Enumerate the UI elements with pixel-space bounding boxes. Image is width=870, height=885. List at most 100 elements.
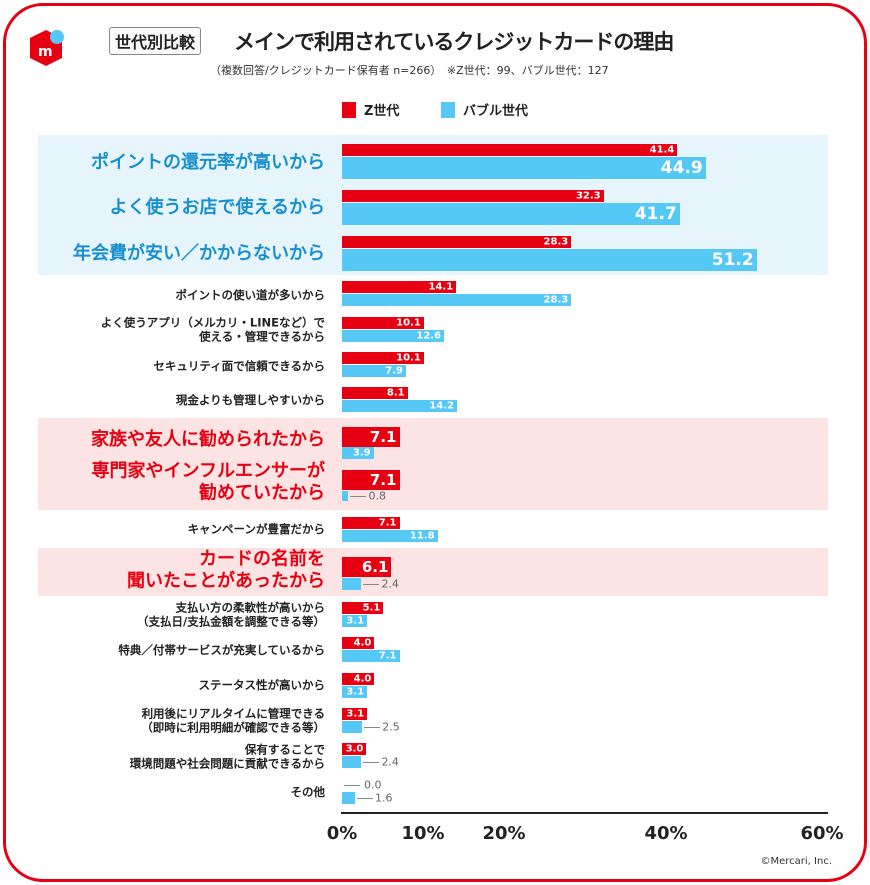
category-label: ポイントの使い道が多いから [175, 287, 326, 302]
value-label-z: 10.1 [396, 352, 421, 364]
bar-z [342, 317, 424, 329]
x-tick-label: 0% [326, 823, 358, 844]
value-label-bubble: 28.3 [543, 294, 569, 306]
bar-z [342, 190, 604, 202]
bar-z [342, 673, 375, 685]
bar-bubble [342, 447, 374, 459]
value-label-bubble: 7.1 [378, 650, 397, 662]
bar-z [342, 144, 678, 156]
bar-z [342, 236, 572, 248]
value-label-bubble: 3.1 [346, 686, 365, 698]
bar-z [342, 281, 457, 293]
category-label: その他 [290, 784, 326, 799]
copyright: ©Mercari, Inc. [760, 856, 832, 867]
value-label-z: 32.3 [575, 190, 601, 202]
legend-bubble: バブル世代 [441, 100, 528, 119]
category-label: 保有することで 環境問題や社会問題に貢献できるから [129, 742, 325, 771]
leader-line [363, 762, 380, 763]
bar-bubble [342, 157, 706, 179]
value-label-z: 4.0 [353, 637, 372, 649]
category-label: キャンペーンが豊富だから [187, 521, 325, 536]
category-label: セキュリティ面で信頼できるから [153, 358, 325, 373]
value-label-z: 41.4 [649, 144, 675, 156]
value-label-bubble: 2.5 [382, 720, 400, 734]
leader-line [364, 727, 381, 728]
value-label-z: 28.3 [543, 236, 569, 248]
category-label: 家族や友人に勧められたから [91, 429, 325, 451]
value-label-z: 0.0 [364, 778, 382, 792]
legend-z: Z世代 [342, 100, 399, 119]
value-label-z: 10.1 [396, 317, 421, 329]
value-label-bubble: 2.4 [381, 755, 399, 769]
bar-bubble [342, 756, 362, 768]
bar-bubble [342, 249, 757, 271]
bar-z [342, 637, 375, 649]
chart-title: メインで利用されているクレジットカードの理由 [234, 30, 674, 54]
legend-swatch-z [342, 101, 356, 118]
bar-z [342, 743, 367, 755]
chart-subtitle: （複数回答/クレジットカード保有者 n=266） ※Z世代：99、バブル世代：1… [210, 64, 609, 77]
category-label: よく使うアプリ（メルカリ・LINEなど）で 使える・管理できるから [100, 315, 325, 344]
category-label: 現金よりも管理しやすいから [175, 392, 325, 407]
x-tick-label: 40% [644, 823, 688, 844]
value-label-bubble: 11.8 [409, 530, 435, 542]
bar-bubble [342, 400, 458, 412]
comparison-tag: 世代別比較 [109, 27, 202, 55]
value-label-z: 7.1 [369, 471, 397, 489]
bar-z [342, 708, 368, 720]
category-label: 専門家やインフルエンサーが 勧めていたから [91, 460, 325, 503]
value-label-z: 5.1 [362, 602, 381, 614]
value-label-z: 6.1 [361, 558, 389, 576]
legend-label-z: Z世代 [364, 104, 400, 119]
legend-label-bubble: バブル世代 [463, 104, 529, 119]
leader-line [344, 785, 360, 786]
value-label-bubble: 12.6 [416, 330, 442, 342]
bar-bubble [342, 365, 406, 377]
leader-line [350, 496, 367, 497]
bar-bubble [342, 686, 368, 698]
highlight-band [38, 548, 828, 596]
category-label: 特典／付帯サービスが充実しているから [118, 642, 325, 657]
category-label: 年会費が安い／かからないから [73, 242, 325, 264]
value-label-z: 8.1 [386, 387, 405, 399]
category-label: カードの名前を 聞いたことがあったから [127, 548, 325, 591]
bar-z [342, 470, 400, 490]
bar-z [342, 557, 392, 577]
value-label-z: 7.1 [378, 517, 397, 529]
bar-z [342, 387, 408, 399]
bar-z [342, 352, 424, 364]
value-label-bubble: 44.9 [660, 158, 703, 178]
bar-bubble [342, 578, 362, 590]
bar-z [342, 427, 400, 447]
bar-z [342, 517, 400, 529]
bar-bubble [342, 203, 680, 225]
x-tick-label: 10% [401, 823, 445, 844]
x-axis-line [341, 812, 828, 814]
category-label: よく使うお店で使えるから [109, 196, 325, 218]
value-label-bubble: 1.6 [374, 791, 393, 805]
value-label-bubble: 41.7 [634, 204, 677, 224]
x-tick-label: 60% [800, 823, 844, 844]
bar-bubble [342, 721, 363, 733]
bar-bubble [342, 792, 355, 804]
leader-line [363, 584, 380, 585]
bar-bubble [342, 615, 368, 627]
bar-bubble [342, 530, 438, 542]
bar-z [342, 602, 384, 614]
svg-text:m: m [38, 44, 53, 60]
highlight-band [38, 418, 828, 510]
value-label-bubble: 51.2 [711, 250, 754, 270]
value-label-z: 7.1 [369, 428, 397, 446]
category-label: ポイントの還元率が高いから [91, 151, 325, 173]
value-label-bubble: 7.9 [385, 365, 403, 377]
value-label-z: 4.0 [353, 673, 372, 685]
legend-swatch-bubble [441, 101, 455, 118]
bar-bubble [342, 330, 445, 342]
category-label: 支払い方の柔軟性が高いから （支払日/支払金額を調整できる等） [137, 600, 325, 629]
value-label-z: 3.0 [345, 743, 364, 755]
category-label: 利用後にリアルタイムに管理できる （即時に利用明細が確認できる等） [141, 706, 325, 735]
leader-line [356, 798, 373, 799]
bar-bubble [342, 491, 349, 501]
bar-bubble [342, 294, 572, 306]
